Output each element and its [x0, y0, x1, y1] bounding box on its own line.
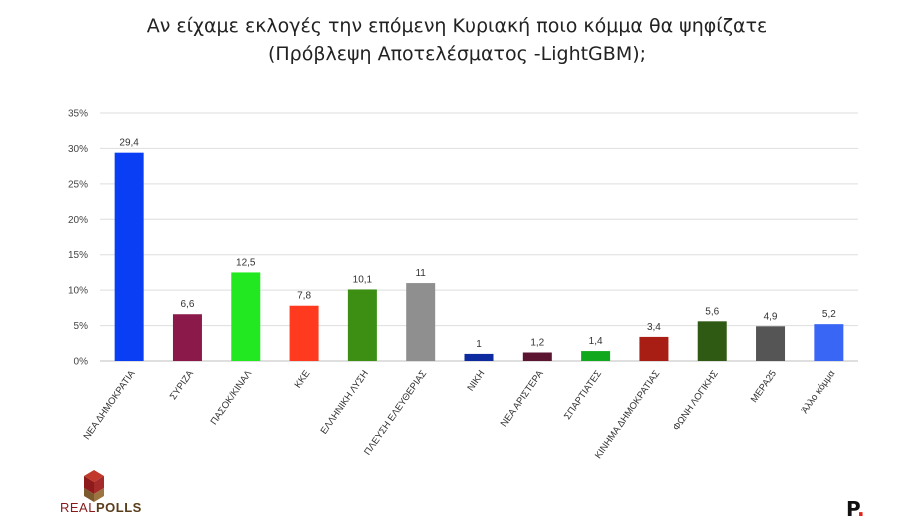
- bar: [756, 326, 786, 361]
- y-tick-label: 25%: [68, 179, 88, 190]
- y-tick-label: 10%: [68, 286, 88, 297]
- data-label: 1,2: [530, 337, 544, 348]
- x-tick-label: ΝΕΑ ΔΗΜΟΚΡΑΤΙΑ: [82, 368, 138, 442]
- data-label: 1,4: [589, 336, 603, 347]
- data-label: 5,2: [822, 309, 836, 320]
- bar: [406, 283, 436, 361]
- realpolls-logo-icon: [84, 470, 104, 502]
- data-label: 7,8: [297, 291, 311, 302]
- data-label: 11: [415, 268, 426, 279]
- bar: [114, 152, 144, 361]
- x-tick-label: ΣΠΑΡΤΙΑΤΕΣ: [562, 368, 604, 422]
- data-label: 10,1: [353, 274, 373, 285]
- data-label: 5,6: [705, 306, 719, 317]
- data-label: 6,6: [181, 299, 195, 310]
- data-label: 3,4: [647, 322, 661, 333]
- y-tick-label: 15%: [68, 250, 88, 261]
- x-tick-label: ΠΛΕΥΣΗ ΕΛΕΥΘΕΡΙΑΣ: [362, 368, 429, 457]
- y-tick-label: 30%: [68, 144, 88, 155]
- bar: [814, 324, 844, 361]
- x-tick-label: ΝΙΚΗ: [465, 368, 487, 393]
- bar: [581, 351, 611, 361]
- x-tick-label: ΕΛΛΗΝΙΚΗ ΛΥΣΗ: [319, 368, 371, 436]
- x-tick-label: ΣΥΡΙΖΑ: [168, 368, 197, 402]
- x-tick-label: ΚΚΕ: [293, 368, 313, 390]
- x-tick-label: ΚΙΝΗΜΑ ΔΗΜΟΚΡΑΤΙΑΣ: [593, 368, 662, 461]
- chart-title-line-1: Αν είχαμε εκλογές την επόμενη Κυριακή πο…: [146, 15, 768, 37]
- chart-title-line-2: (Πρόβλεψη Αποτελέσματος -LightGBM);: [267, 43, 647, 65]
- bar: [347, 289, 377, 361]
- x-tick-label: ΦΩΝΗ ΛΟΓΙΚΗΣ: [671, 368, 721, 433]
- x-tick-label: Άλλο κόμμα: [800, 368, 838, 416]
- y-tick-label: 20%: [68, 215, 88, 226]
- bar: [697, 321, 727, 361]
- data-label: 1: [476, 339, 482, 350]
- data-label: 12,5: [236, 257, 256, 268]
- data-label: 4,9: [764, 311, 778, 322]
- x-tick-label: ΜΕΡΑ25: [749, 368, 779, 404]
- bar: [639, 336, 669, 361]
- bar: [172, 314, 202, 361]
- y-tick-label: 0%: [74, 357, 89, 368]
- publisher-logo: P.: [846, 497, 865, 521]
- bar: [289, 305, 319, 361]
- y-tick-label: 35%: [68, 109, 88, 120]
- realpolls-logo-text: REALPOLLS: [60, 500, 142, 515]
- data-label: 29,4: [119, 138, 139, 149]
- bar: [231, 272, 261, 361]
- x-tick-label: ΝΕΑ ΑΡΙΣΤΕΡΑ: [499, 368, 546, 429]
- y-tick-label: 5%: [74, 321, 89, 332]
- x-tick-label: ΠΑΣΟΚ/ΚΙΝΑΛ: [209, 368, 255, 427]
- bar: [522, 352, 552, 361]
- bar: [464, 353, 494, 361]
- chart-title: Αν είχαμε εκλογές την επόμενη Κυριακή πο…: [0, 12, 914, 68]
